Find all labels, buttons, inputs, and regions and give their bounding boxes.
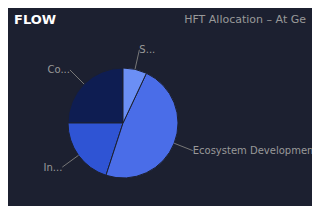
- html-text:HFT Allocation – At Ge: HFT Allocation – At Ge: [184, 12, 306, 26]
- svg-text:Ecosystem Development: Ecosystem Development: [193, 145, 312, 156]
- html-text:FLOW: FLOW: [14, 11, 57, 27]
- svg-text:In...: In...: [43, 162, 62, 173]
- svg-text:S...: S...: [139, 44, 155, 55]
- svg-text:Co...: Co...: [47, 64, 69, 75]
